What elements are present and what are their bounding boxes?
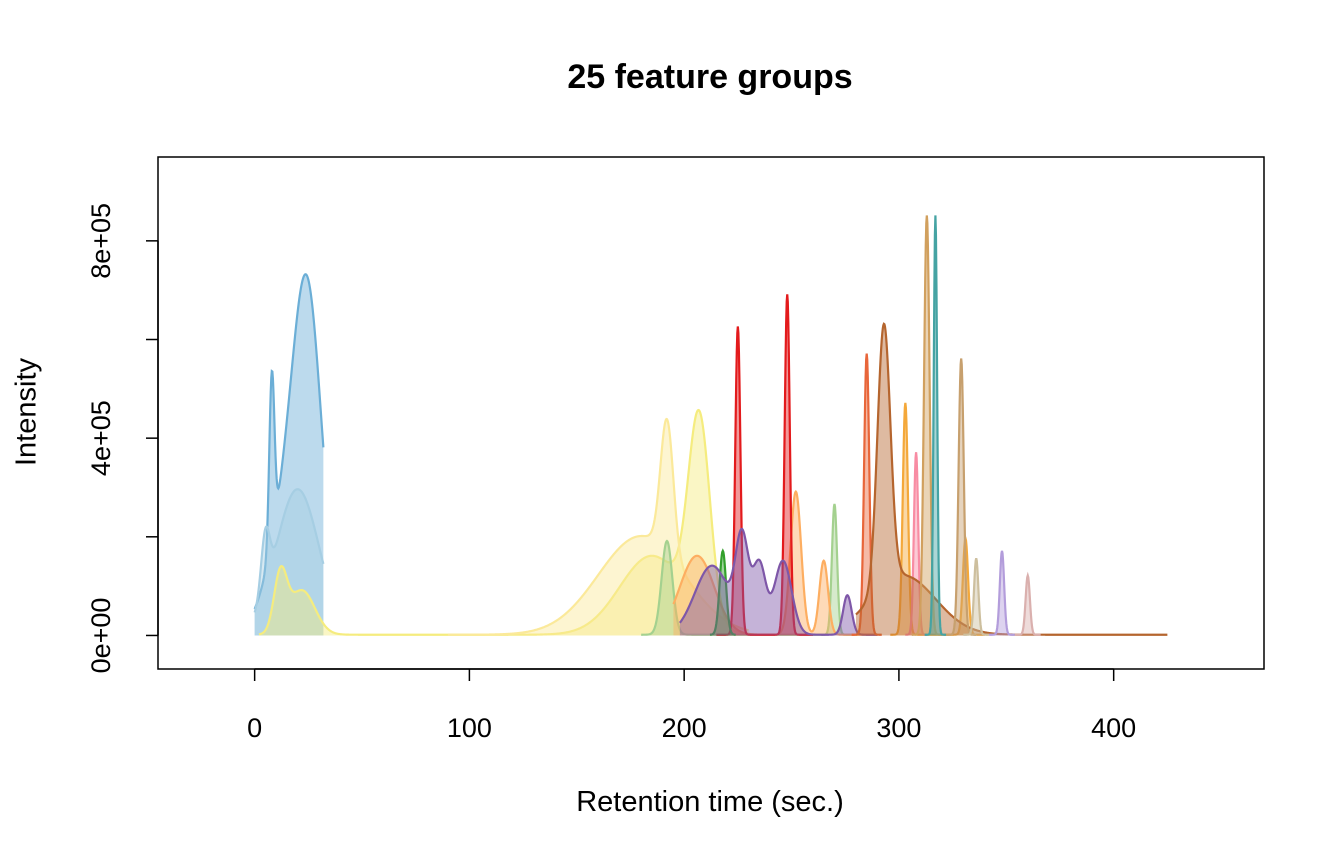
series-15-area — [924, 215, 947, 636]
series-10-line — [851, 353, 882, 636]
series-17 — [963, 558, 990, 636]
series-17-area — [963, 558, 990, 636]
y-tick-label: 0e+00 — [86, 598, 116, 674]
series-2-line — [253, 488, 325, 613]
series-12-area — [905, 452, 927, 636]
series-10 — [851, 353, 882, 636]
series-8-area — [709, 550, 736, 636]
series-19-area — [1014, 575, 1041, 636]
series-2 — [253, 488, 325, 636]
series-3-area — [258, 410, 745, 636]
series-16-line — [946, 358, 977, 636]
series-layer — [253, 215, 1168, 636]
series-14-area — [911, 215, 942, 636]
series-12-line — [905, 452, 927, 636]
x-tick-label: 0 — [247, 713, 262, 743]
x-axis-label: Retention time (sec.) — [576, 786, 844, 818]
chart-title: 25 feature groups — [567, 58, 853, 96]
x-tick-label: 100 — [447, 713, 492, 743]
series-18 — [989, 550, 1015, 636]
x-tick-label: 300 — [876, 713, 921, 743]
series-14 — [911, 215, 942, 636]
series-16 — [946, 358, 977, 636]
series-4-line — [447, 417, 749, 636]
series-18-area — [989, 550, 1015, 636]
series-7 — [716, 294, 814, 636]
series-19 — [1014, 571, 1041, 636]
series-7-line — [716, 294, 814, 636]
series-18-line — [989, 550, 1015, 636]
series-10-area — [851, 353, 882, 636]
y-tick-label: 4e+05 — [86, 400, 116, 476]
series-8-line — [709, 548, 736, 636]
x-tick-label: 200 — [662, 713, 707, 743]
series-15-line — [924, 215, 947, 636]
x-tick-label: 400 — [1091, 713, 1136, 743]
series-19-line — [1014, 571, 1041, 636]
y-tick-label: 8e+05 — [86, 203, 116, 279]
series-9-area — [679, 528, 878, 636]
series-9-line — [678, 527, 878, 636]
series-17-line — [963, 558, 990, 636]
series-5-area — [641, 504, 856, 636]
series-1-line — [253, 273, 325, 610]
series-6-area — [673, 491, 878, 636]
series-16-area — [946, 358, 977, 636]
series-8 — [709, 548, 736, 636]
series-14-line — [911, 215, 942, 636]
series-12 — [905, 452, 927, 636]
series-2-area — [254, 489, 324, 636]
series-15 — [924, 215, 947, 636]
x-axis: 0 100 200 300 400 — [247, 668, 1136, 743]
y-axis: 0e+00 4e+05 8e+05 — [86, 203, 159, 674]
series-9 — [678, 527, 878, 636]
